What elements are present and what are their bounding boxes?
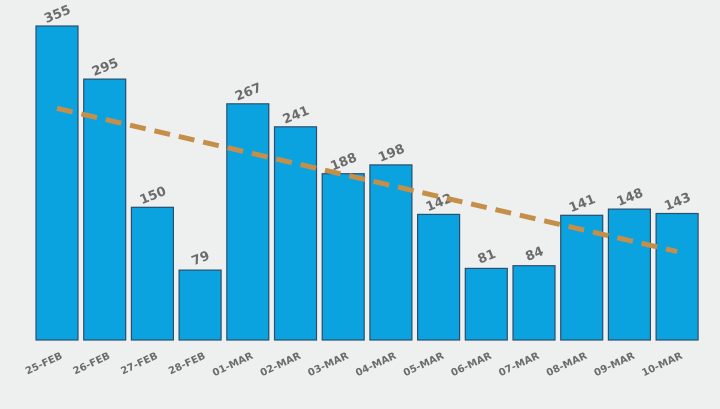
value-label-26-feb: 295: [90, 56, 121, 80]
x-tick-label-06-mar: 06-MAR: [450, 351, 494, 379]
value-label-25-feb: 355: [42, 3, 73, 27]
value-label-27-feb: 150: [138, 184, 169, 208]
x-tick-label-01-mar: 01-MAR: [211, 351, 255, 379]
bar-03-mar: [321, 173, 365, 341]
value-label-02-mar: 241: [281, 104, 312, 128]
x-tick-label-07-mar: 07-MAR: [497, 351, 541, 379]
bar-28-feb: [178, 269, 222, 341]
bars-group: [35, 25, 699, 341]
x-tick-label-03-mar: 03-MAR: [306, 351, 350, 379]
x-tick-label-28-feb: 28-FEB: [167, 351, 207, 378]
bar-01-mar: [226, 103, 270, 341]
x-tick-label-05-mar: 05-MAR: [402, 351, 446, 379]
value-label-08-mar: 141: [567, 192, 598, 216]
bar-10-mar: [655, 212, 699, 341]
value-label-01-mar: 267: [233, 81, 264, 105]
x-tick-label-10-mar: 10-MAR: [640, 351, 684, 379]
value-label-09-mar: 148: [615, 186, 646, 210]
value-label-10-mar: 143: [662, 190, 693, 214]
trendline: [56, 105, 678, 254]
x-tick-label-08-mar: 08-MAR: [545, 351, 589, 379]
bar-06-mar: [464, 267, 508, 341]
bar-09-mar: [607, 208, 652, 341]
x-tick-label-26-feb: 26-FEB: [72, 351, 112, 378]
x-tick-label-02-mar: 02-MAR: [259, 351, 303, 379]
x-tick-label-09-mar: 09-MAR: [593, 351, 637, 379]
trendline-group: [56, 105, 678, 254]
bar-05-mar: [417, 213, 461, 341]
value-label-07-mar: 84: [523, 244, 545, 265]
bar-25-feb: [35, 25, 79, 341]
value-label-06-mar: 81: [476, 247, 498, 268]
bar-04-mar: [369, 164, 413, 341]
x-tick-label-27-feb: 27-FEB: [119, 351, 159, 378]
x-tick-label-04-mar: 04-MAR: [354, 351, 398, 379]
x-axis-labels-group: 25-FEB 26-FEB 27-FEB 28-FEB 01-MAR 02-MAR 03-M…: [24, 351, 685, 379]
bar-08-mar: [560, 214, 604, 341]
x-tick-label-25-feb: 25-FEB: [24, 351, 64, 378]
bar-07-mar: [512, 265, 556, 341]
bar-27-feb: [130, 206, 174, 341]
value-label-28-feb: 79: [190, 249, 212, 270]
value-label-04-mar: 198: [376, 142, 407, 166]
